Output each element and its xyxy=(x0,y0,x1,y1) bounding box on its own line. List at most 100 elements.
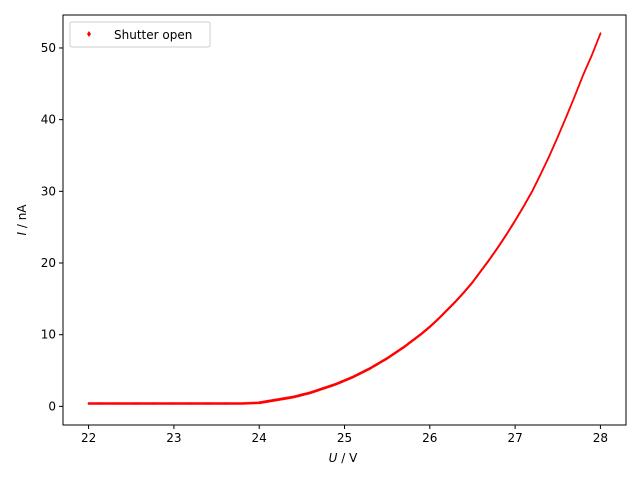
data-point-interp xyxy=(577,83,581,87)
data-point-interp xyxy=(531,188,534,192)
data-point-interp xyxy=(579,78,583,83)
y-tick-label: 0 xyxy=(48,399,56,413)
data-point-interp xyxy=(562,120,566,124)
x-tick-label: 28 xyxy=(593,431,608,445)
data-point-interp xyxy=(568,108,571,112)
data-point-interp xyxy=(587,59,591,64)
x-tick-label: 24 xyxy=(252,431,267,445)
data-point xyxy=(590,53,593,57)
data-point-interp xyxy=(594,43,597,48)
data-point-interp xyxy=(569,103,573,107)
data-point-interp xyxy=(536,178,539,182)
data-point-interp xyxy=(538,174,541,178)
y-axis-variable: I xyxy=(15,232,29,236)
data-point-interp xyxy=(533,183,537,188)
legend-box xyxy=(69,21,211,48)
legend-label: Shutter open xyxy=(114,28,192,42)
data-point-interp xyxy=(582,71,585,76)
data-point-interp xyxy=(573,95,576,99)
data-point-interp xyxy=(577,84,580,89)
data-point-interp xyxy=(594,45,597,49)
data-point-interp xyxy=(585,65,588,69)
data-point-interp xyxy=(561,122,565,127)
data-point-interp xyxy=(569,104,572,108)
y-axis-ticks: 0 10 20 30 40 50 xyxy=(41,41,63,413)
x-axis-unit: / V xyxy=(337,451,358,465)
data-point-interp xyxy=(564,116,567,120)
legend: Shutter open xyxy=(69,21,211,48)
data-point-interp xyxy=(577,86,580,90)
x-tick-label: 27 xyxy=(507,431,522,445)
data-point-interp xyxy=(568,107,571,111)
data-point-interp xyxy=(559,129,562,133)
x-tick-label: 26 xyxy=(422,431,437,445)
data-point-interp xyxy=(597,35,601,39)
data-point-interp xyxy=(554,139,557,143)
data-point-interp xyxy=(596,38,600,42)
data-point-interp xyxy=(585,66,588,70)
data-point-interp xyxy=(586,62,590,66)
data-point-interp xyxy=(543,163,547,167)
data-point-interp xyxy=(552,143,556,148)
data-point-interp xyxy=(595,42,598,46)
data-point xyxy=(539,172,542,176)
data-point-interp xyxy=(570,101,574,105)
data-point-interp xyxy=(534,182,538,186)
data-point-interp xyxy=(544,161,548,165)
data-point-interp xyxy=(535,180,539,184)
x-tick-label: 23 xyxy=(166,431,181,445)
data-point-interp xyxy=(595,41,598,45)
data-point-interp xyxy=(592,49,595,54)
data-point-interp xyxy=(567,110,570,114)
y-tick-label: 40 xyxy=(41,113,56,127)
data-point-interp xyxy=(584,68,587,72)
data-point-interp xyxy=(581,74,584,78)
y-tick-label: 50 xyxy=(41,41,56,55)
data-point-interp xyxy=(574,93,577,97)
data-point-interp xyxy=(591,51,594,55)
data-point-interp xyxy=(560,125,564,129)
data-point-interp xyxy=(563,118,566,122)
data-point-interp xyxy=(550,148,554,152)
data-point-interp xyxy=(595,40,599,44)
data-point-interp xyxy=(589,55,593,59)
data-point xyxy=(565,115,568,119)
x-tick-label: 25 xyxy=(337,431,352,445)
data-point-interp xyxy=(551,146,555,150)
data-point-interp xyxy=(588,58,591,63)
y-axis-label: I / nA xyxy=(15,204,29,236)
data-point-interp xyxy=(586,64,589,68)
data-point-interp xyxy=(598,34,601,38)
data-point-interp xyxy=(586,63,589,67)
data-point-interp xyxy=(545,159,548,163)
data-point-interp xyxy=(546,157,549,161)
x-axis-label: U / V xyxy=(329,451,358,465)
data-point-interp xyxy=(580,77,583,81)
data-point xyxy=(573,94,576,98)
data-point-interp xyxy=(553,141,557,145)
data-point xyxy=(556,135,559,139)
y-tick-label: 10 xyxy=(41,328,56,342)
data-points xyxy=(87,32,602,406)
plot-frame xyxy=(62,14,627,426)
data-point-interp xyxy=(548,153,551,157)
data-point-interp xyxy=(576,88,579,92)
data-point-interp xyxy=(588,57,592,62)
x-axis-ticks: 22 23 24 25 26 27 28 xyxy=(81,425,608,445)
y-tick-label: 30 xyxy=(41,184,56,198)
data-point-interp xyxy=(555,137,558,141)
data-point-interp xyxy=(542,165,546,169)
data-point-interp xyxy=(568,105,572,110)
data-point-interp xyxy=(580,76,584,80)
data-point-interp xyxy=(572,96,575,100)
x-axis-variable: U xyxy=(329,451,338,465)
data-point-interp xyxy=(559,127,563,131)
y-axis-unit: / nA xyxy=(15,204,29,232)
data-point xyxy=(599,32,602,36)
data-point-interp xyxy=(593,47,596,51)
x-tick-label: 22 xyxy=(81,431,96,445)
y-tick-label: 20 xyxy=(41,256,56,270)
data-point-interp xyxy=(537,176,540,180)
legend-marker xyxy=(87,31,91,37)
